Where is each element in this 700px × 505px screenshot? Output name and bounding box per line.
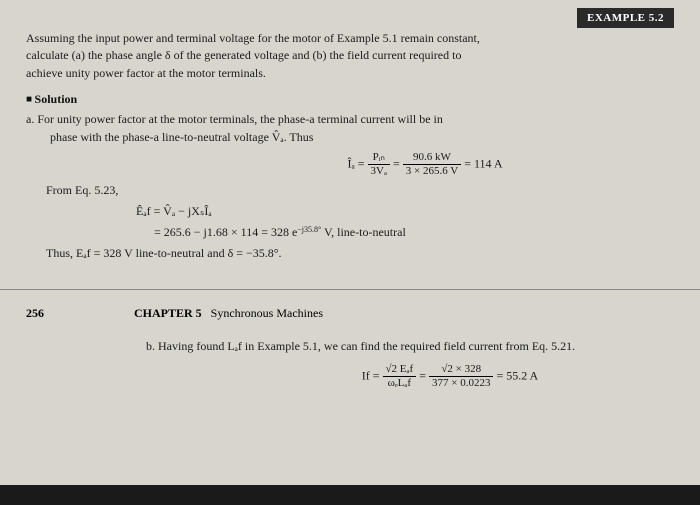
eq3-frac2-den: 377 × 0.0223 — [429, 377, 493, 389]
eq2-line2-a: = 265.6 − j1.68 × 114 = 328 e — [154, 225, 297, 239]
eq3-frac2: √2 × 328 377 × 0.0223 — [429, 364, 493, 389]
intro-line-3: achieve unity power factor at the motor … — [26, 66, 266, 80]
page-number: 256 — [26, 306, 44, 321]
eq1-rhs: = 114 A — [464, 156, 502, 170]
part-a-line-1: a. For unity power factor at the motor t… — [26, 112, 443, 126]
from-eq-text: From Eq. 5.23, — [46, 183, 674, 198]
eq1-frac2: 90.6 kW 3 × 265.6 V — [403, 152, 461, 177]
chapter-label: CHAPTER 5 — [134, 306, 202, 320]
eq1-mid: = — [393, 156, 403, 170]
example-label: EXAMPLE 5.2 — [577, 8, 674, 28]
eq1-frac1-num: Pᵢₙ — [368, 152, 390, 165]
page-upper: EXAMPLE 5.2 Assuming the input power and… — [0, 0, 700, 290]
equation-current: Îₐ = Pᵢₙ 3Vₐ = 90.6 kW 3 × 265.6 V = 114… — [176, 152, 674, 177]
solution-header: Solution — [26, 92, 674, 107]
equation-eaf-2: = 265.6 − j1.68 × 114 = 328 e−j35.8° V, … — [154, 225, 674, 240]
eq1-frac1: Pᵢₙ 3Vₐ — [368, 152, 390, 177]
chapter-name: Synchronous Machines — [211, 306, 323, 320]
part-b-text: b. Having found Lₐf in Example 5.1, we c… — [146, 339, 674, 354]
eq3-frac1-num: √2 Eₐf — [383, 364, 417, 377]
eq3-frac1-den: ωₑLₐf — [383, 377, 417, 389]
eq3-frac2-num: √2 × 328 — [429, 364, 493, 377]
intro-line-2: calculate (a) the phase angle δ of the g… — [26, 48, 461, 62]
problem-statement: Assuming the input power and terminal vo… — [26, 30, 674, 82]
part-a-line-2: phase with the phase-a line-to-neutral v… — [50, 130, 313, 144]
equation-field-current: If = √2 Eₐf ωₑLₐf = √2 × 328 377 × 0.022… — [226, 364, 674, 389]
thus-line: Thus, Eₐf = 328 V line-to-neutral and δ … — [46, 246, 674, 261]
eq3-mid: = — [419, 368, 429, 382]
chapter-title: CHAPTER 5 Synchronous Machines — [134, 306, 323, 321]
eq2-exp: −j35.8° — [297, 225, 321, 234]
eq3-frac1: √2 Eₐf ωₑLₐf — [383, 364, 417, 389]
page-lower: 256 CHAPTER 5 Synchronous Machines b. Ha… — [0, 290, 700, 485]
eq1-lhs: Îₐ = — [347, 156, 367, 170]
eq1-frac2-num: 90.6 kW — [403, 152, 461, 165]
eq1-frac1-den: 3Vₐ — [368, 165, 390, 177]
eq3-rhs: = 55.2 A — [496, 368, 538, 382]
chapter-header-row: 256 CHAPTER 5 Synchronous Machines — [26, 306, 674, 321]
eq3-lhs: If = — [362, 368, 383, 382]
equation-eaf-1: Êₐf = V̂ₐ − jXₛÎₐ — [136, 204, 674, 219]
part-a-text: a. For unity power factor at the motor t… — [38, 111, 674, 146]
eq2-line2-b: V, line-to-neutral — [321, 225, 406, 239]
intro-line-1: Assuming the input power and terminal vo… — [26, 31, 480, 45]
eq1-frac2-den: 3 × 265.6 V — [403, 165, 461, 177]
